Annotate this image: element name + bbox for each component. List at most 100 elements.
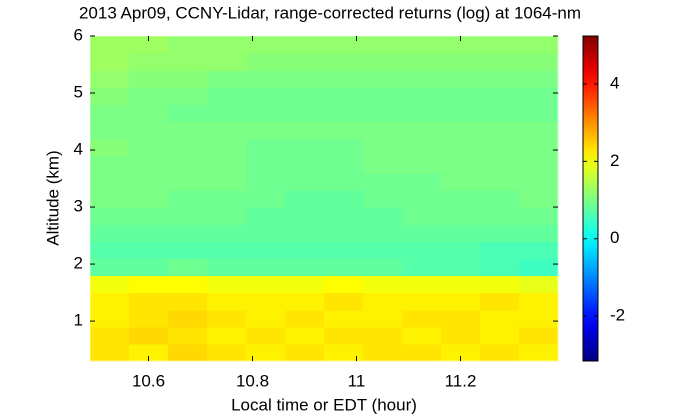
heatmap-cell: [168, 138, 208, 157]
heatmap-cell: [129, 275, 169, 294]
heatmap-cell: [324, 207, 364, 225]
heatmap-cell: [207, 53, 247, 71]
heatmap-cell: [129, 241, 169, 259]
heatmap-cell: [285, 104, 325, 123]
heatmap-cell: [129, 104, 169, 123]
heatmap-cell: [90, 343, 130, 362]
heatmap-cell: [402, 224, 442, 242]
heatmap-cell: [441, 53, 481, 71]
heatmap-cell: [363, 121, 403, 140]
heatmap-cell: [519, 138, 559, 157]
heatmap-cell: [480, 138, 520, 157]
heatmap-cell: [363, 292, 403, 311]
heatmap-cell: [441, 258, 481, 277]
heatmap-cell: [207, 207, 247, 225]
heatmap-cell: [129, 189, 169, 208]
heatmap-cell: [285, 36, 325, 54]
heatmap-cell: [402, 241, 442, 259]
heatmap-cell: [90, 104, 130, 123]
heatmap-cell: [129, 343, 169, 362]
heatmap-cell: [168, 155, 208, 174]
heatmap-cell: [519, 189, 559, 208]
heatmap-cell: [402, 104, 442, 123]
heatmap-cell: [519, 104, 559, 123]
heatmap-cell: [441, 70, 481, 88]
heatmap-cell: [207, 155, 247, 174]
x-tick-label: 11: [348, 371, 366, 390]
heatmap-cell: [246, 275, 286, 294]
heatmap-cell: [480, 155, 520, 174]
heatmap-cell: [246, 70, 286, 88]
heatmap-cell: [441, 326, 481, 345]
heatmap-cell: [168, 207, 208, 225]
heatmap-cell: [129, 36, 169, 54]
heatmap-cell: [246, 241, 286, 259]
heatmap-cell: [402, 53, 442, 71]
heatmap-cell: [363, 36, 403, 54]
heatmap-cell: [246, 309, 286, 328]
heatmap-cell: [402, 309, 442, 328]
heatmap-cell: [246, 258, 286, 277]
heatmap-cell: [324, 241, 364, 259]
heatmap-cell: [285, 292, 325, 311]
heatmap-cell: [207, 275, 247, 294]
heatmap-cell: [363, 138, 403, 157]
heatmap-cell: [90, 36, 130, 54]
y-tick-label: 6: [74, 25, 83, 44]
heatmap-cell: [480, 343, 520, 362]
heatmap-cell: [168, 275, 208, 294]
heatmap-cell: [285, 241, 325, 259]
heatmap-cell: [90, 292, 130, 311]
heatmap-cell: [90, 172, 130, 191]
heatmap-cell: [363, 275, 403, 294]
heatmap-cell: [324, 70, 364, 88]
heatmap-cell: [285, 138, 325, 157]
heatmap-cell: [324, 309, 364, 328]
heatmap-cell: [90, 224, 130, 242]
heatmap-cell: [480, 36, 520, 54]
heatmap-cell: [129, 292, 169, 311]
heatmap-cell: [207, 241, 247, 259]
heatmap-cell: [324, 138, 364, 157]
heatmap-cell: [246, 138, 286, 157]
heatmap-cell: [207, 70, 247, 88]
heatmap-cell: [480, 172, 520, 191]
heatmap-cell: [402, 155, 442, 174]
heatmap-cell: [324, 189, 364, 208]
heatmap-cell: [324, 155, 364, 174]
heatmap-cell: [324, 326, 364, 345]
y-tick-label: 3: [74, 197, 83, 216]
heatmap-cell: [480, 104, 520, 123]
heatmap-cell: [324, 36, 364, 54]
heatmap-cell: [285, 207, 325, 225]
heatmap-cell: [363, 309, 403, 328]
heatmap-cell: [285, 87, 325, 106]
heatmap-cell: [168, 70, 208, 88]
heatmap-cell: [207, 343, 247, 362]
heatmap-cell: [285, 258, 325, 277]
heatmap-cell: [246, 224, 286, 242]
heatmap-cell: [207, 36, 247, 54]
heatmap-cell: [363, 172, 403, 191]
heatmap-cell: [285, 121, 325, 140]
heatmap-cell: [402, 292, 442, 311]
heatmap-cell: [441, 309, 481, 328]
heatmap-cell: [402, 121, 442, 140]
heatmap-cell: [402, 258, 442, 277]
x-axis-label: Local time or EDT (hour): [231, 395, 417, 414]
heatmap-cell: [519, 207, 559, 225]
heatmap-cell: [168, 121, 208, 140]
heatmap-cell: [519, 309, 559, 328]
heatmap-cell: [129, 155, 169, 174]
heatmap-cell: [441, 275, 481, 294]
heatmap-cell: [480, 241, 520, 259]
heatmap-cell: [324, 275, 364, 294]
heatmap-cell: [441, 292, 481, 311]
colorbar-tick-label: -2: [610, 306, 625, 325]
heatmap-cell: [363, 326, 403, 345]
heatmap-cell: [129, 70, 169, 88]
heatmap-cell: [90, 138, 130, 157]
heatmap-cell: [246, 343, 286, 362]
heatmap-cell: [129, 53, 169, 71]
heatmap-cell: [129, 87, 169, 106]
